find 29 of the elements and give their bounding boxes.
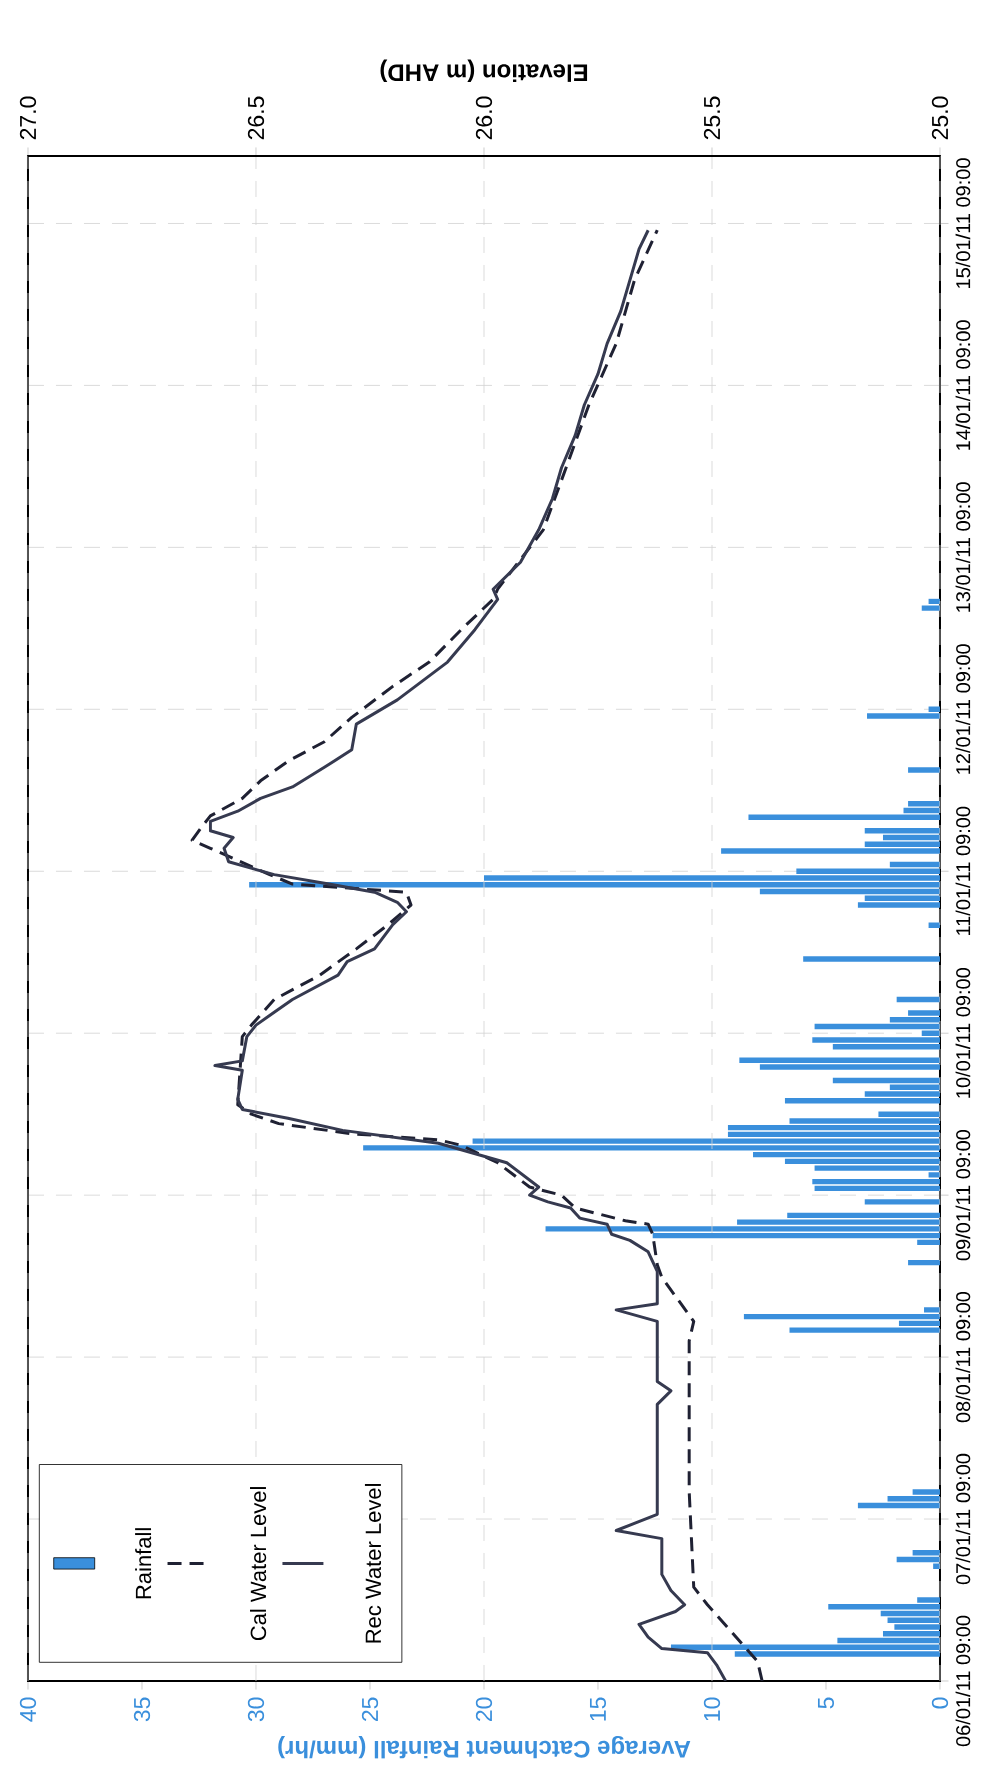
x-tick-label: 10	[703, 1697, 721, 1721]
x-tick-label: 25	[361, 1697, 379, 1722]
y-tick-label: 10/01/11 09:00	[955, 968, 971, 1098]
y-tick-label: 11/01/11 09:00	[955, 806, 971, 935]
y-tick-label: 06/01/11 09:00	[955, 1615, 971, 1747]
x-tick-label: 0	[931, 1697, 949, 1709]
x2-tick-label: 27.0	[19, 96, 37, 140]
x2-tick-label: 25.0	[931, 96, 949, 140]
x2-tick-label: 25.5	[703, 96, 721, 140]
x-axis-title: Average Catchment Rainfall (mm/hr)	[278, 1735, 691, 1759]
y-tick-label: 12/01/11 09:00	[955, 644, 971, 774]
x-tick-label: 15	[589, 1697, 606, 1721]
x2-tick-label: 26.0	[475, 96, 493, 140]
x-tick-label: 35	[133, 1697, 151, 1722]
y-tick-label: 13/01/11 09:00	[955, 482, 971, 612]
y-tick-label: 09/01/11 09:00	[955, 1129, 971, 1261]
legend-label: Rainfall	[135, 1528, 152, 1599]
legend-label: Rec Water Level	[364, 1484, 382, 1643]
y-tick-label: 08/01/11 09:00	[955, 1291, 971, 1423]
y-tick-label: 15/01/11 09:00	[955, 158, 971, 288]
x2-axis-title: Elevation (m AHD)	[380, 59, 588, 82]
x-tick-label: 30	[247, 1697, 265, 1722]
x-tick-label: 20	[475, 1697, 493, 1722]
x-tick-label: 5	[817, 1697, 835, 1709]
x-tick-label: 40	[19, 1697, 37, 1722]
y-tick-label: 14/01/11 09:00	[955, 320, 971, 450]
y-tick-label: 07/01/11 09:00	[955, 1453, 971, 1585]
legend-label: Cal Water Level	[250, 1487, 267, 1641]
x2-tick-label: 26.5	[247, 96, 265, 140]
